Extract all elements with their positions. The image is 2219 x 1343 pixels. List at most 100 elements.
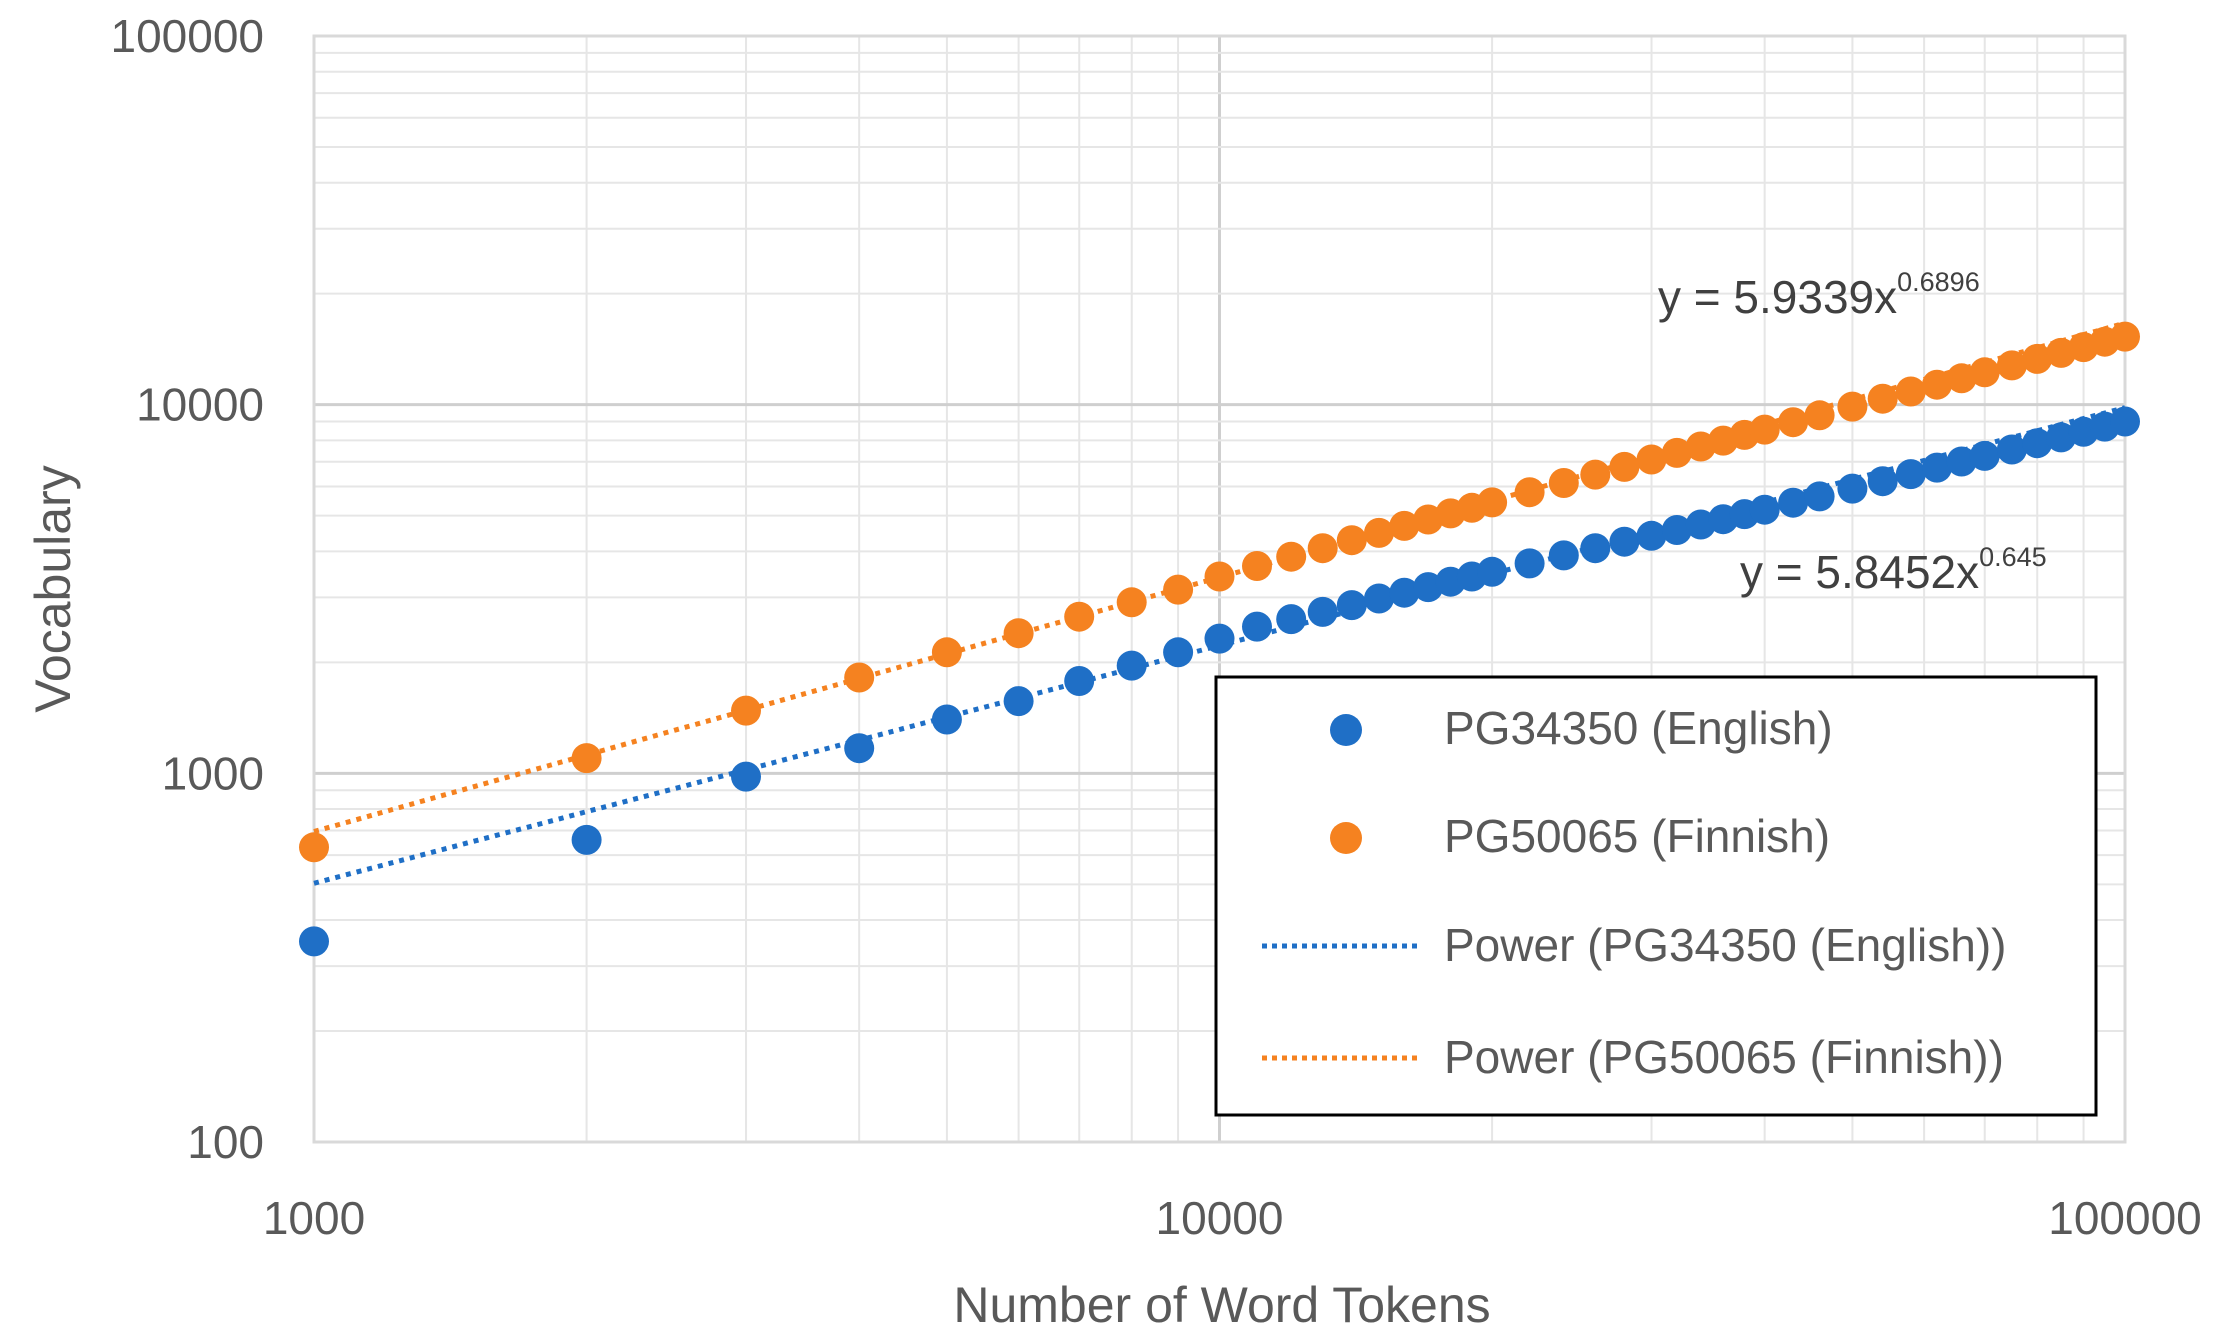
data-point-finnish — [1116, 587, 1147, 618]
data-point-finnish — [1307, 533, 1338, 564]
data-point-english — [1685, 509, 1716, 540]
legend-label-power-finnish: Power (PG50065 (Finnish)) — [1444, 1031, 2004, 1083]
data-point-english — [1064, 666, 1095, 696]
data-point-finnish — [1364, 517, 1394, 548]
data-point-english — [1307, 596, 1338, 627]
data-point-english — [1778, 487, 1809, 518]
data-point-english — [1749, 494, 1780, 525]
data-point-finnish — [1946, 363, 1977, 394]
data-point-english — [1636, 520, 1667, 551]
x-tick-labels: 1000 10000 100000 — [263, 1192, 2202, 1244]
data-point-finnish — [1837, 391, 1868, 422]
data-point-finnish — [1276, 541, 1307, 572]
data-point-english — [299, 926, 329, 957]
data-point-english — [1996, 434, 2027, 465]
data-points — [299, 321, 2140, 957]
data-point-english — [1895, 459, 1926, 490]
legend-label-power-english: Power (PG34350 (English)) — [1444, 919, 2006, 971]
data-point-finnish — [1996, 350, 2027, 381]
data-point-english — [1413, 572, 1444, 603]
x-tick-label: 100000 — [2048, 1192, 2202, 1244]
data-point-english — [1548, 540, 1579, 571]
data-point-finnish — [1922, 369, 1952, 400]
data-point-finnish — [1778, 407, 1809, 438]
data-point-finnish — [931, 637, 962, 668]
data-point-english — [1389, 577, 1420, 608]
plot-area-border — [312, 34, 2127, 1144]
data-point-english — [1837, 473, 1868, 504]
data-point-english — [2022, 428, 2053, 459]
equation-exponent-finnish: 0.6896 — [1897, 267, 1980, 297]
y-tick-label: 100 — [187, 1116, 264, 1168]
data-point-english — [2046, 422, 2077, 453]
data-point-english — [1804, 481, 1835, 512]
data-point-finnish — [1204, 561, 1235, 592]
data-point-english — [1364, 583, 1394, 614]
y-tick-label: 1000 — [162, 747, 264, 799]
data-point-finnish — [1477, 487, 1508, 518]
legend: PG34350 (English) PG50065 (Finnish) Powe… — [1214, 675, 2098, 1117]
data-point-finnish — [1064, 601, 1095, 632]
y-tick-labels: 100 1000 10000 100000 — [111, 10, 265, 1168]
data-point-finnish — [1867, 383, 1898, 414]
legend-label-finnish: PG50065 (Finnish) — [1444, 810, 1830, 862]
data-point-finnish — [1389, 510, 1420, 541]
equation-main-english: y = 5.8452x — [1740, 546, 1979, 598]
data-point-english — [1867, 466, 1898, 497]
data-point-english — [1116, 650, 1147, 681]
legend-label-english: PG34350 (English) — [1444, 702, 1833, 754]
data-point-finnish — [1163, 574, 1194, 605]
data-point-finnish — [1636, 444, 1667, 475]
data-point-english — [1204, 623, 1235, 654]
data-point-english — [1969, 440, 2000, 471]
data-point-english — [2110, 406, 2140, 437]
data-point-finnish — [1242, 551, 1272, 581]
data-point-finnish — [1609, 451, 1640, 482]
data-point-finnish — [2022, 343, 2053, 374]
data-point-english — [1276, 604, 1307, 635]
trendline-equation-finnish: y = 5.9339x0.6896 — [1658, 267, 1980, 323]
y-tick-label: 10000 — [136, 379, 264, 431]
data-point-finnish — [1804, 400, 1835, 431]
data-point-finnish — [299, 832, 329, 863]
data-point-finnish — [2110, 321, 2140, 352]
data-point-english — [1163, 637, 1194, 668]
data-point-finnish — [1661, 437, 1692, 468]
data-point-english — [1336, 590, 1367, 621]
data-point-finnish — [731, 695, 761, 726]
data-point-english — [1003, 686, 1034, 717]
data-point-english — [1661, 515, 1692, 545]
data-point-english — [1514, 548, 1545, 579]
data-point-finnish — [1003, 618, 1034, 649]
data-point-english — [1946, 446, 1977, 477]
data-point-finnish — [1895, 376, 1926, 407]
data-point-english — [1477, 556, 1508, 587]
y-tick-label: 100000 — [111, 10, 265, 62]
data-point-finnish — [844, 662, 875, 693]
y-axis-title: Vocabulary — [25, 465, 81, 712]
legend-marker-finnish — [1330, 822, 1362, 854]
data-point-english — [571, 824, 602, 855]
data-point-english — [1242, 611, 1272, 642]
data-point-finnish — [1336, 525, 1367, 556]
data-point-finnish — [1580, 459, 1611, 490]
data-point-english — [931, 704, 962, 735]
legend-marker-english — [1330, 714, 1362, 746]
trendline-equation-english: y = 5.8452x0.645 — [1740, 542, 2047, 598]
data-point-finnish — [1514, 477, 1545, 508]
x-tick-label: 1000 — [263, 1192, 365, 1244]
legend-box — [1214, 675, 2098, 1117]
data-point-finnish — [1548, 468, 1579, 498]
data-point-english — [844, 733, 875, 764]
data-point-english — [1922, 452, 1952, 483]
data-point-finnish — [1749, 414, 1780, 445]
data-point-finnish — [1969, 357, 2000, 388]
data-point-finnish — [2046, 337, 2077, 368]
data-point-english — [1609, 526, 1640, 557]
equation-main-finnish: y = 5.9339x — [1658, 271, 1897, 323]
x-tick-label: 10000 — [1156, 1192, 1284, 1244]
equation-exponent-english: 0.645 — [1979, 542, 2047, 572]
data-point-english — [731, 761, 761, 792]
data-point-english — [1580, 533, 1611, 564]
